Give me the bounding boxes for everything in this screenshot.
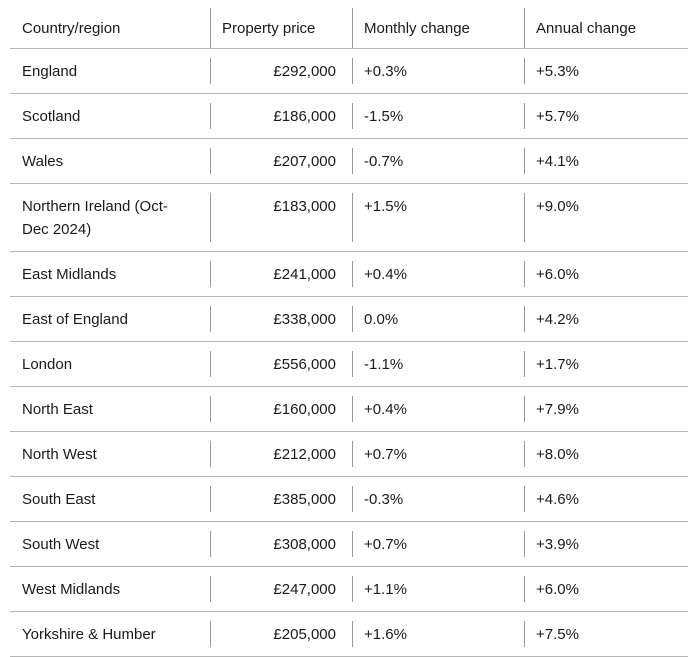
cell-monthly-change: +0.7% (352, 522, 524, 567)
cell-annual-change: +8.0% (524, 432, 688, 477)
cell-annual-change: +5.3% (524, 49, 688, 94)
table-header-row: Country/region Property price Monthly ch… (10, 8, 688, 49)
table-row: London £556,000 -1.1% +1.7% (10, 342, 688, 387)
cell-annual-change: +1.7% (524, 342, 688, 387)
table-row: South East £385,000 -0.3% +4.6% (10, 477, 688, 522)
cell-property-price: £205,000 (210, 612, 352, 657)
table-row: West Midlands £247,000 +1.1% +6.0% (10, 567, 688, 612)
cell-country-region: Wales (22, 153, 64, 170)
cell-property-price: £385,000 (210, 477, 352, 522)
cell-property-price: £186,000 (210, 94, 352, 139)
table-row: South West £308,000 +0.7% +3.9% (10, 522, 688, 567)
cell-annual-change: +3.9% (524, 522, 688, 567)
cell-monthly-change: -0.7% (352, 139, 524, 184)
property-price-table: Country/region Property price Monthly ch… (10, 8, 688, 657)
cell-monthly-change: +0.4% (352, 387, 524, 432)
cell-country-region: East Midlands (22, 266, 117, 283)
cell-annual-change: +6.0% (524, 252, 688, 297)
table-row: North West £212,000 +0.7% +8.0% (10, 432, 688, 477)
cell-annual-change: +4.6% (524, 477, 688, 522)
cell-monthly-change: +1.5% (352, 184, 524, 252)
cell-property-price: £292,000 (210, 49, 352, 94)
table-row: Yorkshire & Humber £205,000 +1.6% +7.5% (10, 612, 688, 657)
cell-annual-change: +7.5% (524, 612, 688, 657)
header-property-price: Property price (210, 8, 352, 49)
cell-property-price: £308,000 (210, 522, 352, 567)
cell-monthly-change: +0.3% (352, 49, 524, 94)
table-row: East of England £338,000 0.0% +4.2% (10, 297, 688, 342)
cell-monthly-change: -1.5% (352, 94, 524, 139)
cell-country-region: London (22, 356, 73, 373)
table-row: North East £160,000 +0.4% +7.9% (10, 387, 688, 432)
cell-property-price: £338,000 (210, 297, 352, 342)
cell-annual-change: +6.0% (524, 567, 688, 612)
table-row: England £292,000 +0.3% +5.3% (10, 49, 688, 94)
cell-country-region: South West (22, 536, 100, 553)
table-row: Wales £207,000 -0.7% +4.1% (10, 139, 688, 184)
cell-country-region: East of England (22, 311, 128, 328)
cell-country-region: England (22, 63, 78, 80)
cell-annual-change: +9.0% (524, 184, 688, 252)
cell-property-price: £241,000 (210, 252, 352, 297)
cell-property-price: £160,000 (210, 387, 352, 432)
cell-property-price: £556,000 (210, 342, 352, 387)
header-monthly-change: Monthly change (352, 8, 524, 49)
cell-monthly-change: +1.6% (352, 612, 524, 657)
cell-monthly-change: +0.7% (352, 432, 524, 477)
table-row: Scotland £186,000 -1.5% +5.7% (10, 94, 688, 139)
cell-monthly-change: -0.3% (352, 477, 524, 522)
header-annual-change: Annual change (524, 8, 688, 49)
table-row: East Midlands £241,000 +0.4% +6.0% (10, 252, 688, 297)
cell-country-region: Northern Ireland (Oct-Dec 2024) (22, 198, 168, 238)
cell-monthly-change: +0.4% (352, 252, 524, 297)
cell-annual-change: +7.9% (524, 387, 688, 432)
cell-property-price: £207,000 (210, 139, 352, 184)
cell-monthly-change: 0.0% (352, 297, 524, 342)
cell-monthly-change: -1.1% (352, 342, 524, 387)
header-country-region: Country/region (22, 19, 121, 37)
cell-annual-change: +4.2% (524, 297, 688, 342)
cell-property-price: £183,000 (210, 184, 352, 252)
cell-property-price: £212,000 (210, 432, 352, 477)
cell-country-region: North West (22, 446, 97, 463)
cell-country-region: Scotland (22, 108, 81, 125)
cell-monthly-change: +1.1% (352, 567, 524, 612)
cell-country-region: North East (22, 401, 93, 418)
cell-country-region: South East (22, 491, 96, 508)
table-row: Northern Ireland (Oct-Dec 2024) £183,000 +… (10, 184, 688, 252)
cell-country-region: Yorkshire & Humber (22, 626, 156, 643)
cell-annual-change: +4.1% (524, 139, 688, 184)
cell-annual-change: +5.7% (524, 94, 688, 139)
cell-country-region: West Midlands (22, 581, 121, 598)
cell-property-price: £247,000 (210, 567, 352, 612)
